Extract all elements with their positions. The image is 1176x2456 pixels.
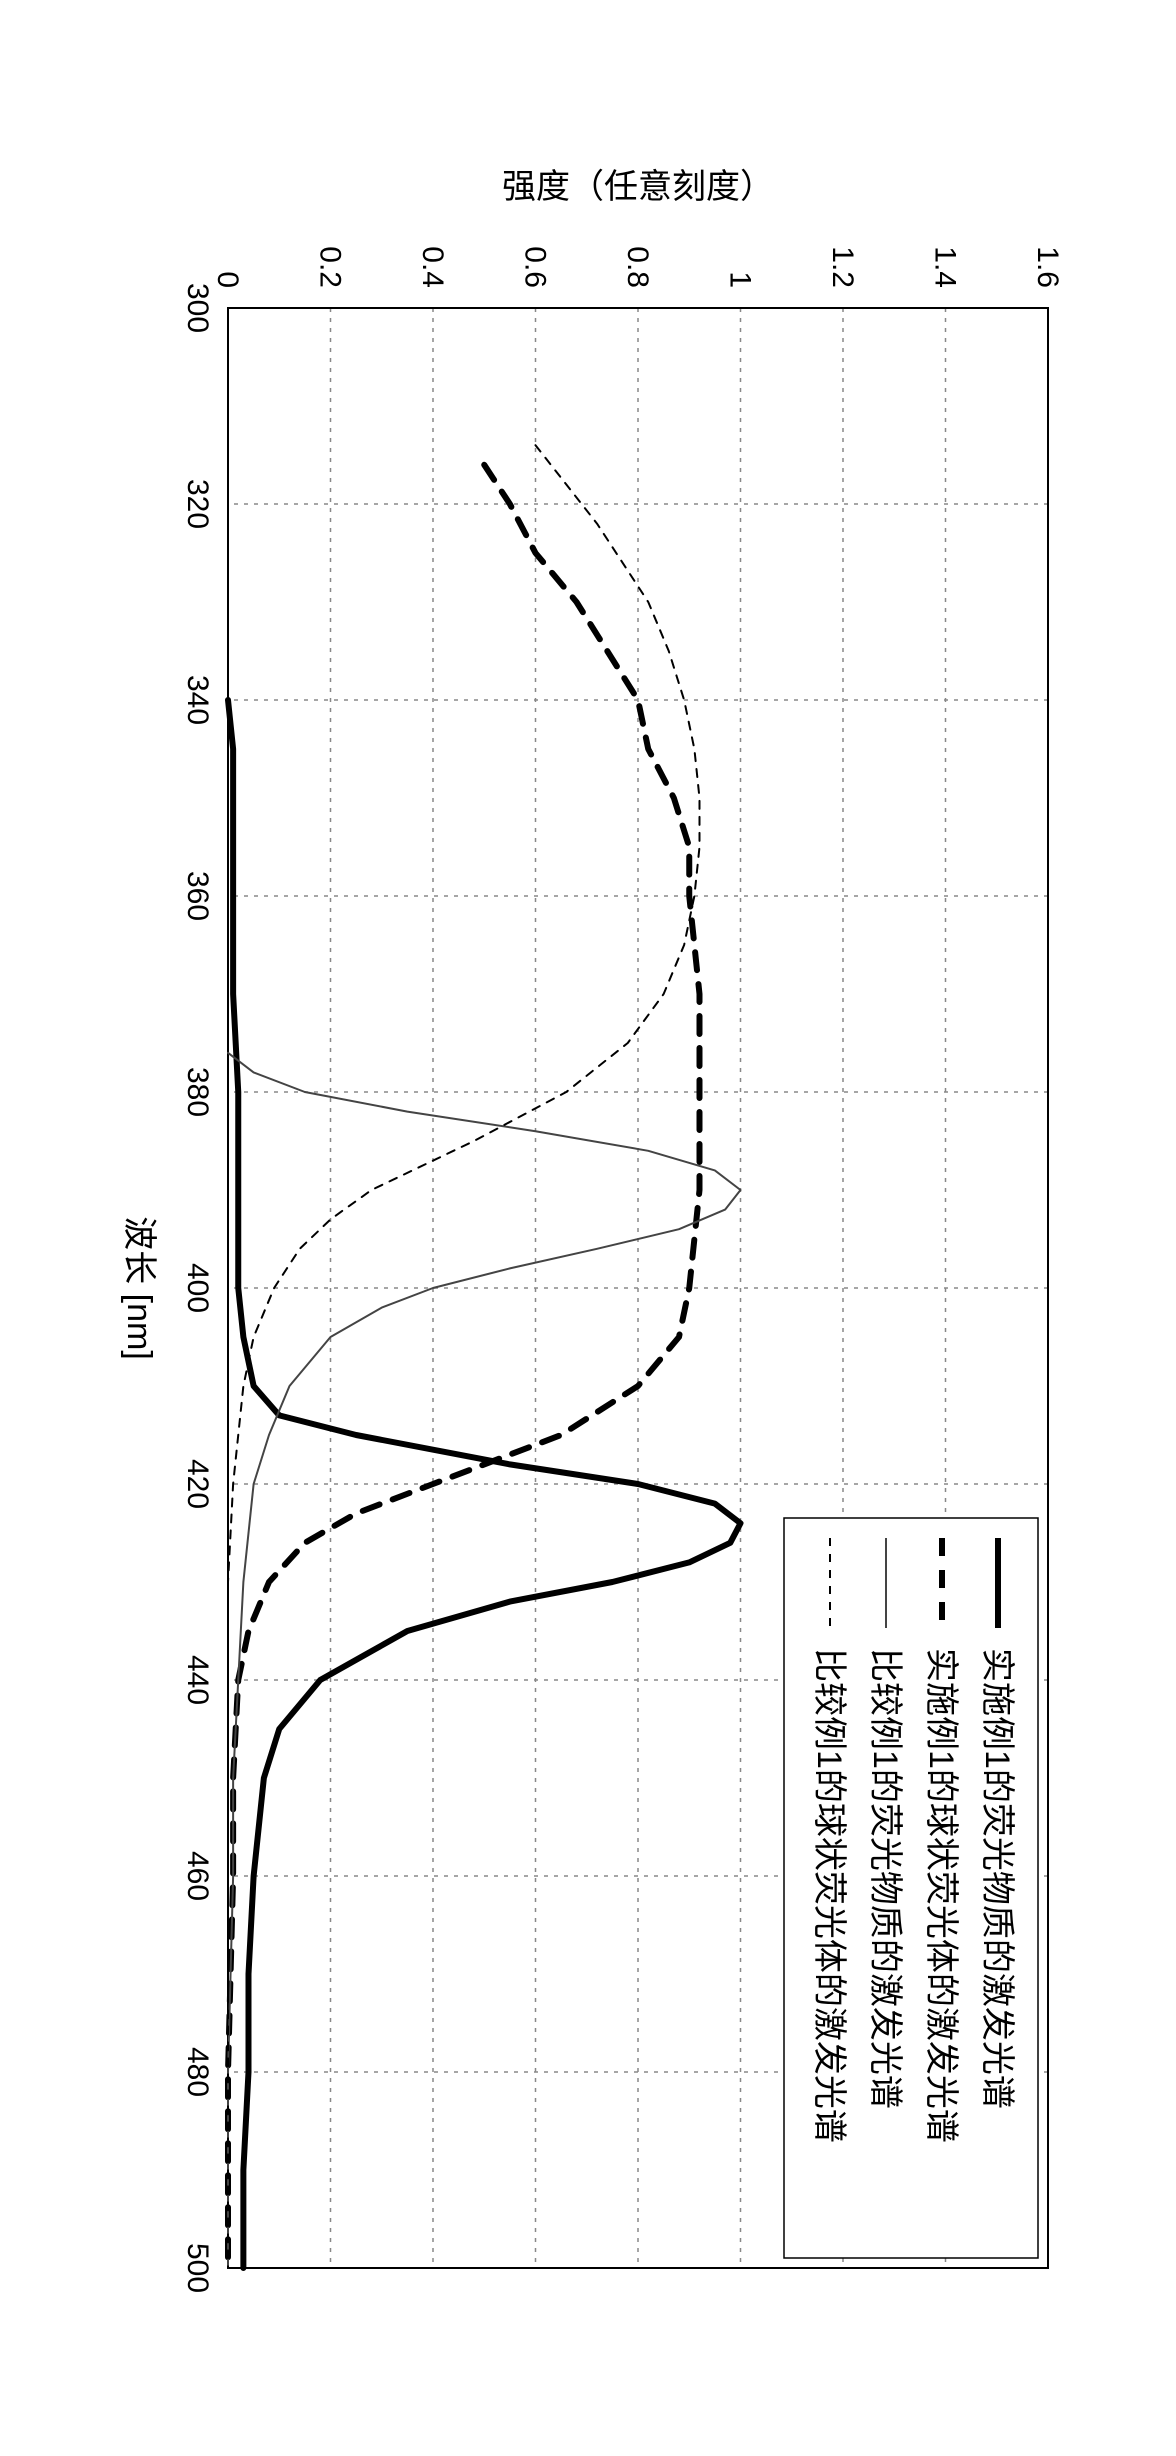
svg-text:0.6: 0.6 [519,246,552,288]
svg-text:320: 320 [181,479,214,529]
svg-text:1.6: 1.6 [1031,246,1064,288]
figure-container: 00.20.40.60.811.21.41.630032034036038040… [0,728,1176,1728]
svg-text:实施例1的球状荧光体的激发光谱: 实施例1的球状荧光体的激发光谱 [922,1648,960,2143]
svg-text:300: 300 [181,283,214,333]
svg-text:1: 1 [724,271,757,288]
svg-text:500: 500 [181,2243,214,2293]
svg-text:0.8: 0.8 [621,246,654,288]
svg-text:400: 400 [181,1263,214,1313]
svg-text:440: 440 [181,1655,214,1705]
svg-text:360: 360 [181,871,214,921]
svg-text:比较例1的球状荧光体的激发光谱: 比较例1的球状荧光体的激发光谱 [810,1648,848,2143]
chart-svg: 0 0.2 0.4 0.6 0.8 1 1.2 1.4 1.6 300 320 340 360 380 40… [88,128,1088,2328]
spectrum-chart: 0 0.2 0.4 0.6 0.8 1 1.2 1.4 1.6 300 320 340 360 380 40… [88,128,1088,2328]
svg-text:340: 340 [181,675,214,725]
svg-text:0.2: 0.2 [314,246,347,288]
svg-text:实施例1的荧光物质的激发光谱: 实施例1的荧光物质的激发光谱 [978,1648,1016,2109]
svg-text:460: 460 [181,1851,214,1901]
svg-text:1.4: 1.4 [929,246,962,288]
svg-text:比较例1的荧光物质的激发光谱: 比较例1的荧光物质的激发光谱 [866,1648,904,2109]
svg-text:0: 0 [211,271,244,288]
svg-text:强度（任意刻度）: 强度（任意刻度） [502,168,774,206]
svg-text:0.4: 0.4 [416,246,449,288]
svg-text:1.2: 1.2 [826,246,859,288]
svg-text:380: 380 [181,1067,214,1117]
svg-text:480: 480 [181,2047,214,2097]
svg-text:420: 420 [181,1459,214,1509]
svg-text:波长 [nm]: 波长 [nm] [120,1216,158,1360]
